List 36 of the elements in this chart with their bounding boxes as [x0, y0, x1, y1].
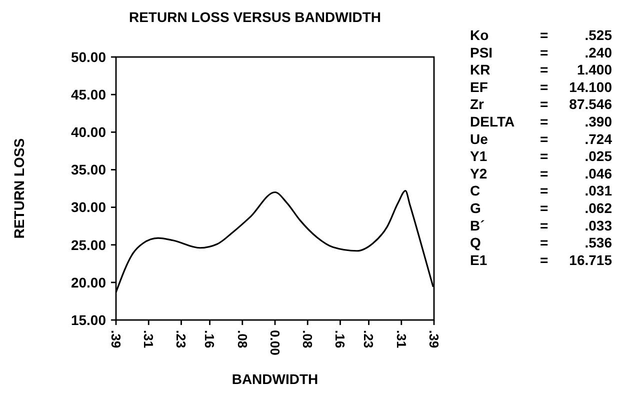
- x-tick-label: .39: [426, 330, 442, 348]
- text: B´ = .033: [470, 217, 612, 234]
- x-tick-label: .31: [141, 330, 156, 348]
- y-tick-label: 45.00: [70, 86, 106, 102]
- y-tick-label: 30.00: [70, 199, 106, 216]
- text: C = .031: [470, 182, 612, 199]
- text: Q = .536: [470, 234, 612, 251]
- x-tick-label: .16: [332, 330, 348, 348]
- text: EF = 14.100: [470, 78, 612, 95]
- text: PSI = .240: [470, 44, 612, 60]
- y-tick-label: 40.00: [70, 124, 106, 140]
- text: DELTA = .390: [470, 114, 612, 130]
- text: E1 = 16.715: [470, 252, 612, 268]
- text: Y2 = .046: [470, 165, 612, 182]
- y-tick-label: 15.00: [70, 312, 106, 328]
- x-tick-label: .39: [108, 330, 124, 348]
- y-axis-title: RETURN LOSS: [11, 138, 27, 239]
- y-tick-label: 50.00: [70, 48, 106, 65]
- text: Zr = 87.546: [470, 96, 612, 112]
- x-tick-label: .23: [174, 330, 189, 348]
- y-tick-label: 25.00: [70, 236, 106, 253]
- x-tick-label: .08: [234, 330, 250, 348]
- x-tick-label: .23: [361, 330, 376, 348]
- text: Ue = .724: [470, 130, 612, 147]
- text: G = .062: [470, 200, 612, 216]
- text: KR = 1.400: [470, 62, 612, 78]
- x-axis-title: BANDWIDTH: [232, 371, 318, 387]
- y-tick-label: 35.00: [70, 162, 106, 178]
- x-tick-label: .16: [202, 330, 218, 348]
- y-tick-label: 20.00: [70, 274, 106, 290]
- x-tick-label: .31: [394, 330, 409, 348]
- text: Y1 = .025: [470, 148, 612, 164]
- x-tick-label: 0.00: [267, 330, 282, 356]
- text: Ko = .525: [470, 27, 612, 43]
- x-tick-label: .08: [300, 330, 316, 348]
- chart-title: RETURN LOSS VERSUS BANDWIDTH: [128, 9, 382, 25]
